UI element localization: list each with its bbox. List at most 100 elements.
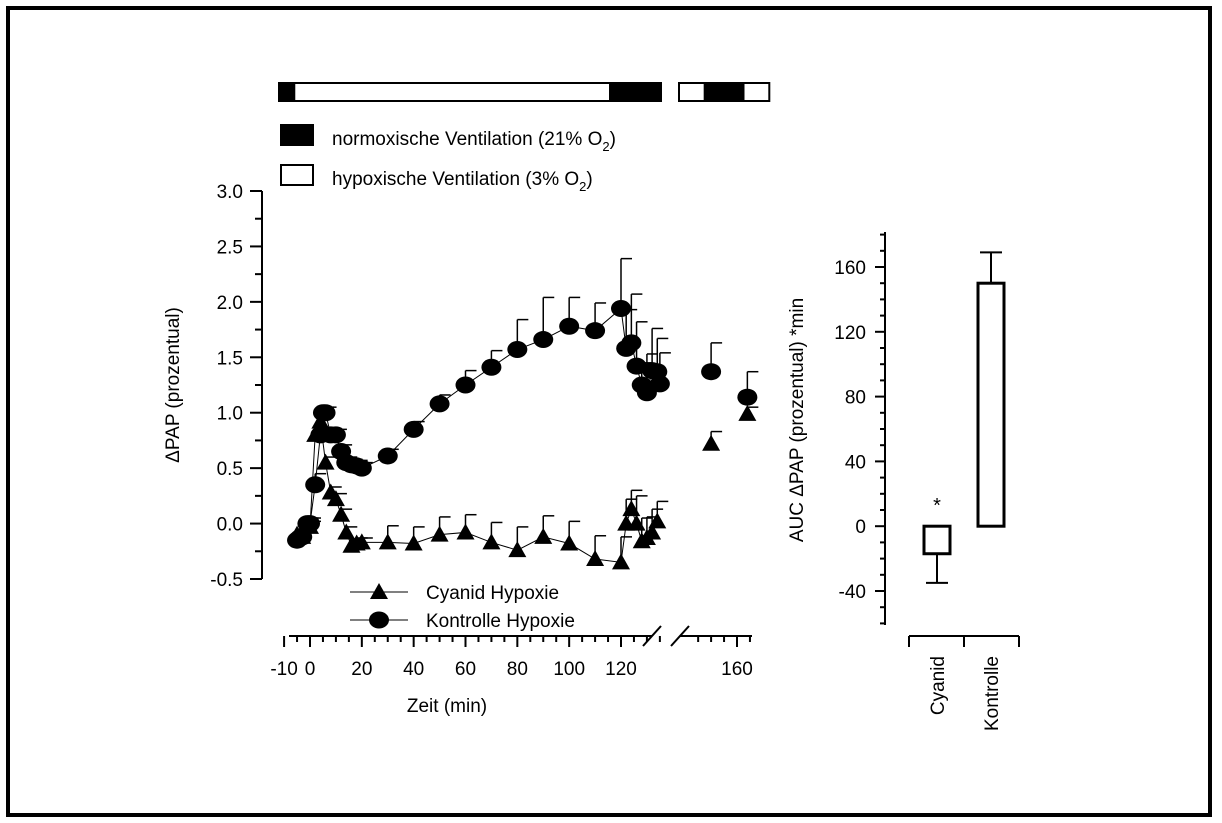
kontrolle-point xyxy=(585,322,606,340)
cyanid-point xyxy=(378,533,397,550)
kontrolle-point xyxy=(621,334,642,352)
series-legend: Cyanid Hypoxie Kontrolle Hypoxie xyxy=(350,583,575,632)
y-tick-label: 1.5 xyxy=(217,348,243,369)
auc-bar-chart: 160 120 80 40 0 -40 AUC ΔPAP (prozentual) *min… xyxy=(787,232,1020,731)
y-tick-label: 2.0 xyxy=(217,293,243,314)
cyanid-point xyxy=(370,583,388,599)
cyanid-hypoxie-series xyxy=(288,404,759,570)
pap-time-course-chart: 3.0 2.5 2.0 1.5 1.0 0.5 0.0 -0.5 ΔPAP (prozentua… xyxy=(163,182,759,717)
y-axis-label: ΔPAP (prozentual) xyxy=(163,307,184,463)
kontrolle-point xyxy=(737,388,758,406)
ventilation-timeline xyxy=(278,82,771,102)
kontrolle-point xyxy=(429,395,450,413)
auc-bar-kontrolle xyxy=(976,281,1006,528)
y-tick-label: 2.5 xyxy=(217,237,243,258)
kontrolle-point xyxy=(559,317,580,335)
cyanid-point xyxy=(352,533,371,550)
cyanid-point xyxy=(316,453,335,470)
cyanid-point xyxy=(482,533,501,550)
figure-frame xyxy=(6,6,1212,817)
kontrolle-point xyxy=(701,363,722,381)
kontrolle-point xyxy=(325,426,346,444)
y-tick-label: 3.0 xyxy=(217,182,243,203)
kontrolle-point xyxy=(403,420,424,438)
cyanid-point xyxy=(738,404,757,421)
auc-category-label: Cyanid xyxy=(928,656,949,715)
x-tick-label: 100 xyxy=(553,659,585,680)
y-tick-label: -0.5 xyxy=(210,570,243,591)
cyanid-point xyxy=(586,550,605,567)
auc-y-axis-label: AUC ΔPAP (prozentual) *min xyxy=(787,298,808,542)
auc-bar-cyanid xyxy=(922,524,952,556)
y-tick-label: 0.5 xyxy=(217,459,243,480)
ventilation-legend: normoxische Ventilation (21% O2) hypoxis… xyxy=(280,124,616,194)
pap-axes: 3.0 2.5 2.0 1.5 1.0 0.5 0.0 -0.5 ΔPAP (prozentua… xyxy=(163,182,753,717)
x-tick-label: 120 xyxy=(605,659,637,680)
kontrolle-point xyxy=(351,459,372,477)
cyanid-point xyxy=(306,425,325,442)
x-tick-label: -10 xyxy=(270,659,297,680)
cyanid-point xyxy=(702,434,721,451)
auc-category-label: Kontrolle xyxy=(982,656,1003,731)
cyanid-point xyxy=(627,514,646,531)
cyanid-point xyxy=(430,525,449,542)
axis-break-mark xyxy=(670,625,690,647)
y-tick-label: 1.0 xyxy=(217,404,243,425)
cyanid-point xyxy=(622,500,641,517)
legend-label-kontrolle: Kontrolle Hypoxie xyxy=(426,611,575,632)
x-tick-label: 60 xyxy=(455,659,476,680)
cyanid-point xyxy=(612,553,630,570)
axis-break-mark xyxy=(642,625,662,647)
auc-y-tick-label: 120 xyxy=(834,323,866,344)
cyanid-point xyxy=(643,523,662,540)
kontrolle-point xyxy=(626,357,647,375)
cyanid-point xyxy=(326,490,345,507)
cyanid-point xyxy=(534,527,553,544)
x-tick-label: 160 xyxy=(721,659,753,680)
kontrolle-point xyxy=(377,447,398,465)
x-axis-label: Zeit (min) xyxy=(407,696,487,717)
cyanid-point xyxy=(311,412,330,429)
cyanid-point xyxy=(648,512,667,529)
x-tick-label: 80 xyxy=(507,659,528,680)
hypoxic-legend-swatch xyxy=(280,164,314,186)
ventilation-segment-hypoxic xyxy=(293,82,612,102)
x-tick-label: 40 xyxy=(403,659,424,680)
normoxic-legend-swatch xyxy=(280,124,314,146)
kontrolle-hypoxie-series xyxy=(287,257,759,549)
legend-label-cyanid: Cyanid Hypoxie xyxy=(426,583,559,604)
ventilation-segment-hypoxic xyxy=(742,82,771,102)
cyanid-point xyxy=(456,523,475,540)
ventilation-segment-normoxic xyxy=(278,82,296,102)
ventilation-segment-normoxic xyxy=(609,82,662,102)
auc-y-tick-label: 80 xyxy=(845,388,866,409)
y-tick-label: 0.0 xyxy=(217,515,243,536)
cyanid-point xyxy=(560,534,579,551)
cyanid-point xyxy=(293,527,312,544)
kontrolle-point xyxy=(649,375,670,393)
cyanid-point xyxy=(337,523,356,540)
hypoxic-legend-label: hypoxische Ventilation (3% O2) xyxy=(332,169,593,194)
significance-asterisk: * xyxy=(933,495,941,517)
kontrolle-point xyxy=(369,611,389,629)
kontrolle-point xyxy=(481,358,502,376)
kontrolle-point xyxy=(533,331,554,349)
pap-series xyxy=(287,257,759,570)
cyanid-point xyxy=(404,534,423,551)
auc-y-tick-label: 0 xyxy=(855,517,866,538)
auc-y-tick-label: -40 xyxy=(839,582,866,603)
normoxic-legend-label: normoxische Ventilation (21% O2) xyxy=(332,129,616,154)
cyanid-point xyxy=(332,505,351,522)
kontrolle-point xyxy=(455,376,476,394)
ventilation-segment-hypoxic xyxy=(678,82,706,102)
kontrolle-point xyxy=(611,300,631,318)
auc-y-tick-label: 40 xyxy=(845,452,866,473)
kontrolle-point xyxy=(305,476,326,494)
kontrolle-point xyxy=(507,341,528,359)
auc-y-tick-label: 160 xyxy=(834,258,866,279)
ventilation-segment-normoxic xyxy=(703,82,745,102)
x-tick-label: 20 xyxy=(351,659,372,680)
cyanid-point xyxy=(508,541,527,558)
x-tick-label: 0 xyxy=(305,659,316,680)
